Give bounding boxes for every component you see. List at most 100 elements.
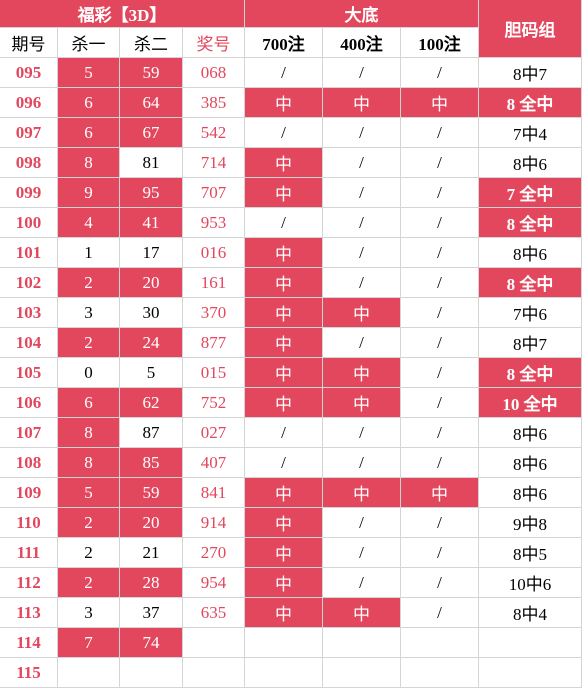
cell-kill2: 41 [120,208,183,238]
column-header: 奖号 [183,28,245,58]
cell-kill1: 3 [58,598,120,628]
cell-d700 [245,628,323,658]
cell-draw: 954 [183,568,245,598]
cell-kill1: 6 [58,388,120,418]
cell-period: 107 [0,418,58,448]
cell-group: 8中7 [479,328,582,358]
cell-d400: / [323,238,401,268]
cell-draw [183,658,245,688]
cell-period: 115 [0,658,58,688]
cell-kill2: 81 [120,148,183,178]
cell-d400: / [323,208,401,238]
cell-period: 106 [0,388,58,418]
cell-d100: / [401,448,479,478]
cell-period: 096 [0,88,58,118]
cell-d400: 中 [323,298,401,328]
column-header: 400注 [323,28,401,58]
cell-period: 102 [0,268,58,298]
cell-d700: / [245,58,323,88]
cell-draw: 752 [183,388,245,418]
cell-draw [183,628,245,658]
header-group: 福彩【3D】 [0,0,245,28]
cell-kill1: 2 [58,508,120,538]
cell-d100: / [401,568,479,598]
cell-draw: 635 [183,598,245,628]
cell-kill1: 7 [58,628,120,658]
cell-draw: 953 [183,208,245,238]
cell-kill1: 5 [58,58,120,88]
cell-kill2: 62 [120,388,183,418]
cell-draw: 707 [183,178,245,208]
cell-group: 7中6 [479,298,582,328]
cell-kill2: 59 [120,58,183,88]
cell-d700: / [245,418,323,448]
cell-group: 8中4 [479,598,582,628]
cell-d700: 中 [245,538,323,568]
cell-period: 110 [0,508,58,538]
cell-d100: / [401,148,479,178]
cell-d700: 中 [245,328,323,358]
cell-d100: / [401,388,479,418]
cell-d700: 中 [245,88,323,118]
cell-kill1: 2 [58,268,120,298]
cell-d100: / [401,58,479,88]
cell-draw: 841 [183,478,245,508]
cell-group: 8 全中 [479,268,582,298]
cell-draw: 370 [183,298,245,328]
cell-d400: / [323,448,401,478]
cell-draw: 407 [183,448,245,478]
cell-kill2: 20 [120,508,183,538]
cell-kill2: 95 [120,178,183,208]
cell-kill1 [58,658,120,688]
cell-group [479,658,582,688]
header-group: 大底 [245,0,479,28]
cell-kill2: 37 [120,598,183,628]
cell-draw: 714 [183,148,245,178]
cell-d100: / [401,118,479,148]
cell-d100: / [401,508,479,538]
cell-kill2: 74 [120,628,183,658]
cell-group: 8中6 [479,478,582,508]
cell-group: 8中6 [479,238,582,268]
cell-group: 8中7 [479,58,582,88]
column-header: 杀一 [58,28,120,58]
cell-kill1: 3 [58,298,120,328]
cell-d100: / [401,358,479,388]
cell-kill2: 28 [120,568,183,598]
cell-period: 113 [0,598,58,628]
cell-d100 [401,628,479,658]
cell-d100: 中 [401,478,479,508]
cell-kill1: 0 [58,358,120,388]
cell-group: 8 全中 [479,88,582,118]
cell-d100: / [401,598,479,628]
cell-kill2 [120,658,183,688]
cell-period: 095 [0,58,58,88]
cell-kill2: 59 [120,478,183,508]
cell-draw: 161 [183,268,245,298]
cell-group: 8中5 [479,538,582,568]
cell-kill2: 5 [120,358,183,388]
cell-d700: / [245,118,323,148]
cell-group: 9中8 [479,508,582,538]
cell-draw: 027 [183,418,245,448]
cell-d100: / [401,238,479,268]
cell-group: 8中6 [479,148,582,178]
cell-d700: 中 [245,238,323,268]
cell-group: 7 全中 [479,178,582,208]
cell-group [479,628,582,658]
cell-period: 114 [0,628,58,658]
cell-period: 104 [0,328,58,358]
cell-d400: / [323,268,401,298]
cell-kill1: 8 [58,418,120,448]
cell-group: 8 全中 [479,208,582,238]
cell-period: 109 [0,478,58,508]
cell-kill1: 8 [58,448,120,478]
cell-group: 7中4 [479,118,582,148]
cell-draw: 270 [183,538,245,568]
cell-d400: / [323,148,401,178]
cell-d400 [323,628,401,658]
cell-d100: / [401,268,479,298]
cell-kill1: 4 [58,208,120,238]
cell-d400: / [323,538,401,568]
